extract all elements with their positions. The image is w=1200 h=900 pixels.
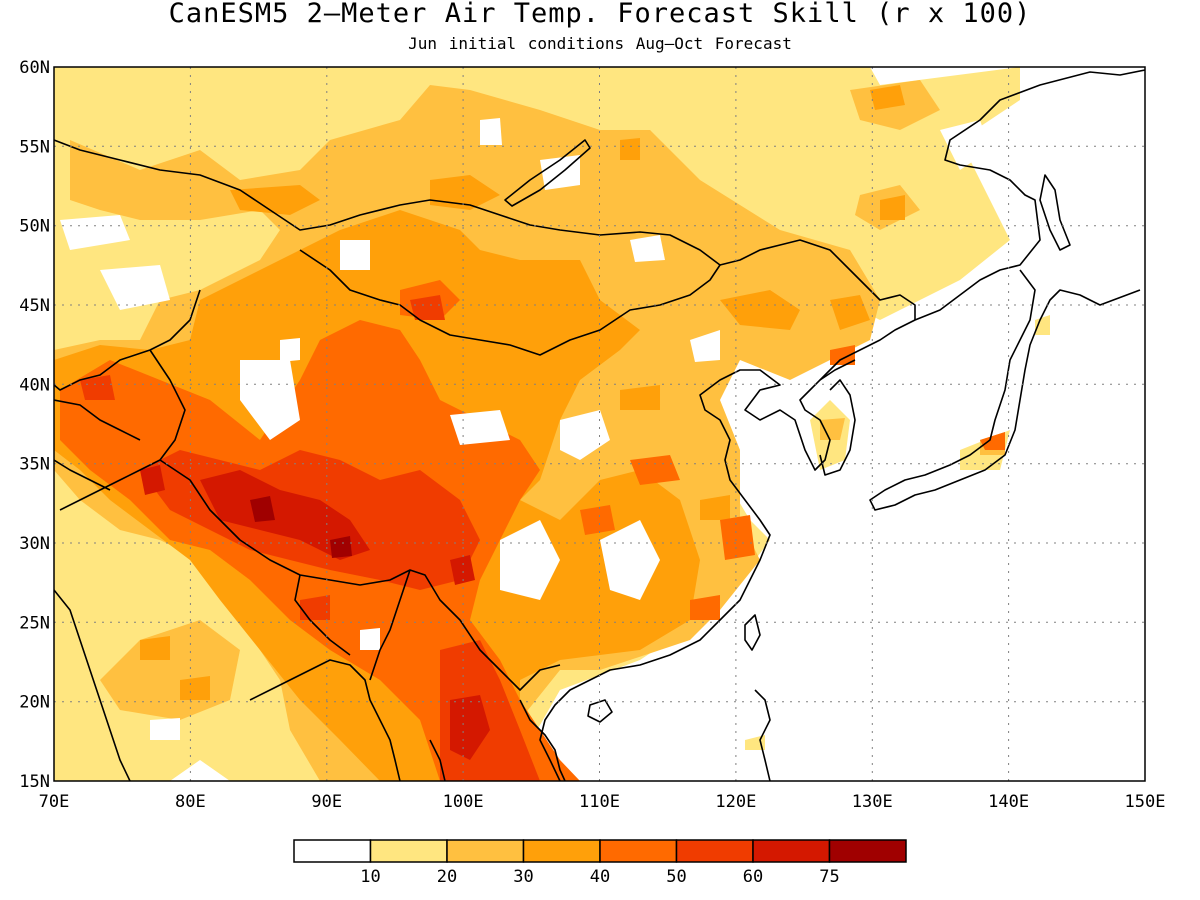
border-mongolia-china [299, 249, 721, 356]
colorbar-level-label: 50 [666, 867, 686, 887]
border-india-myanmar [294, 569, 411, 681]
colorbar-swatch [446, 839, 525, 863]
lat-tick-label: 15N [19, 772, 50, 792]
lon-tick-label: 80E [175, 792, 206, 812]
coastline-south-asia [54, 589, 131, 781]
skill-band-75-plus [250, 496, 352, 558]
colorbar-level-label: 40 [590, 867, 610, 887]
coastline-indochina [429, 699, 566, 781]
map-title: CanESM5 2—Meter Air Temp. Forecast Skill… [168, 0, 1032, 29]
colorbar-swatch [369, 839, 448, 863]
colorbar-swatch [599, 839, 678, 863]
coastline-hainan [587, 699, 613, 723]
map-subtitle: Jun initial conditions Aug—Oct Forecast [408, 34, 792, 53]
colorbar-level-label: 75 [819, 867, 839, 887]
lat-tick-label: 20N [19, 693, 50, 713]
lon-tick-label: 120E [715, 792, 756, 812]
coastlines-and-borders [54, 69, 1145, 781]
lon-tick-label: 100E [443, 792, 484, 812]
border-korea [819, 359, 856, 381]
lat-tick-label: 30N [19, 534, 50, 554]
lon-tick-label: 140E [988, 792, 1029, 812]
lake-baikal [504, 139, 591, 207]
lon-tick-label: 110E [579, 792, 620, 812]
latitude-tick-labels: 15N 20N 25N 30N 35N 40N 45N 50N 55N 60N [19, 58, 50, 792]
lon-tick-label: 70E [39, 792, 70, 812]
lon-tick-label: 130E [852, 792, 893, 812]
colorbar: 10 20 30 40 50 60 75 [293, 839, 907, 887]
lat-tick-label: 40N [19, 375, 50, 395]
colorbar-swatch [828, 839, 907, 863]
border-china-west [54, 289, 201, 511]
coastline-taiwan [744, 614, 761, 651]
lat-tick-label: 60N [19, 58, 50, 78]
skill-low-holes [60, 118, 990, 740]
border-himalaya [159, 459, 561, 691]
colorbar-level-label: 10 [360, 867, 380, 887]
coastline-korea [819, 379, 856, 476]
colorbar-swatch [675, 839, 754, 863]
coastline-japan [869, 269, 1141, 511]
plot-frame [53, 66, 1146, 782]
coastline-bay-of-bengal [249, 659, 401, 781]
lon-tick-label: 150E [1125, 792, 1166, 812]
longitude-tick-labels: 70E 80E 90E 100E 110E 120E 130E 140E 150E [39, 792, 1166, 812]
lat-tick-label: 50N [19, 217, 50, 237]
colorbar-swatch [522, 839, 601, 863]
lon-tick-label: 90E [311, 792, 342, 812]
coastline-luzon [754, 689, 771, 781]
map-grid [54, 67, 1145, 781]
border-russia-mongolia-china [54, 139, 916, 320]
border-central-asia [54, 399, 141, 491]
lat-tick-label: 25N [19, 613, 50, 633]
colorbar-level-label: 30 [513, 867, 533, 887]
lat-tick-label: 45N [19, 296, 50, 316]
colorbar-swatch [293, 839, 372, 863]
colorbar-level-label: 20 [437, 867, 457, 887]
skill-band-60-75 [140, 465, 490, 760]
colorbar-swatch [752, 839, 831, 863]
colorbar-level-label: 60 [743, 867, 763, 887]
lat-tick-label: 35N [19, 455, 50, 475]
lat-tick-label: 55N [19, 137, 50, 157]
coastline-sakhalin [1039, 174, 1071, 251]
coastline-east-asia [539, 69, 1145, 781]
